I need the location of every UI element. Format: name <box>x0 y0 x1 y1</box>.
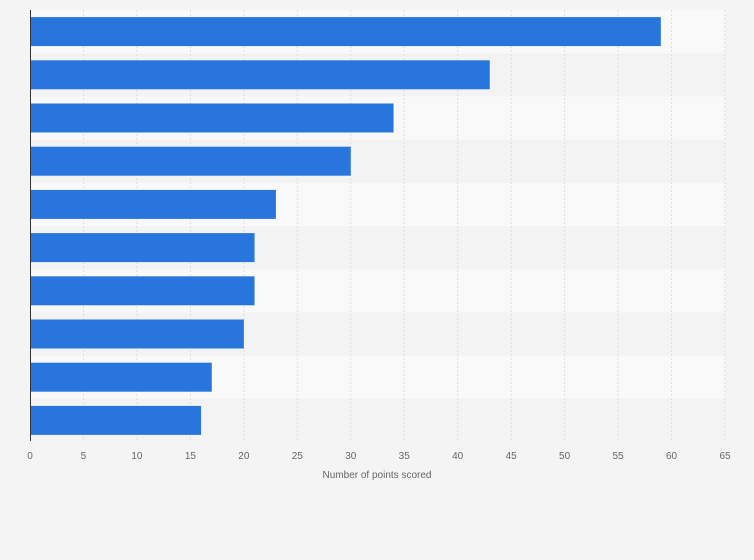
x-tick-label: 35 <box>399 451 411 462</box>
x-tick-label: 20 <box>238 451 250 462</box>
x-tick-label: 55 <box>613 451 625 462</box>
x-tick-label: 5 <box>81 451 87 462</box>
x-tick-label: 0 <box>27 451 33 462</box>
bars <box>30 17 661 435</box>
x-tick-label: 60 <box>666 451 678 462</box>
x-tick-label: 50 <box>559 451 571 462</box>
bar <box>30 103 394 133</box>
x-tick-label: 65 <box>719 451 731 462</box>
x-axis-ticks: 0 5 10 15 20 25 30 35 40 45 50 55 60 65 <box>27 451 731 462</box>
x-tick-label: 15 <box>185 451 197 462</box>
x-tick-label: 25 <box>292 451 304 462</box>
bar <box>30 60 490 90</box>
bar <box>30 233 255 263</box>
bar <box>30 17 661 47</box>
bar <box>30 319 244 349</box>
x-tick-label: 45 <box>506 451 518 462</box>
x-axis-title: Number of points scored <box>323 470 432 481</box>
bar <box>30 189 276 219</box>
bar <box>30 362 212 392</box>
bar <box>30 405 202 435</box>
x-tick-label: 30 <box>345 451 357 462</box>
bar <box>30 146 351 176</box>
x-tick-label: 10 <box>131 451 143 462</box>
x-tick-label: 40 <box>452 451 464 462</box>
bar <box>30 276 255 306</box>
